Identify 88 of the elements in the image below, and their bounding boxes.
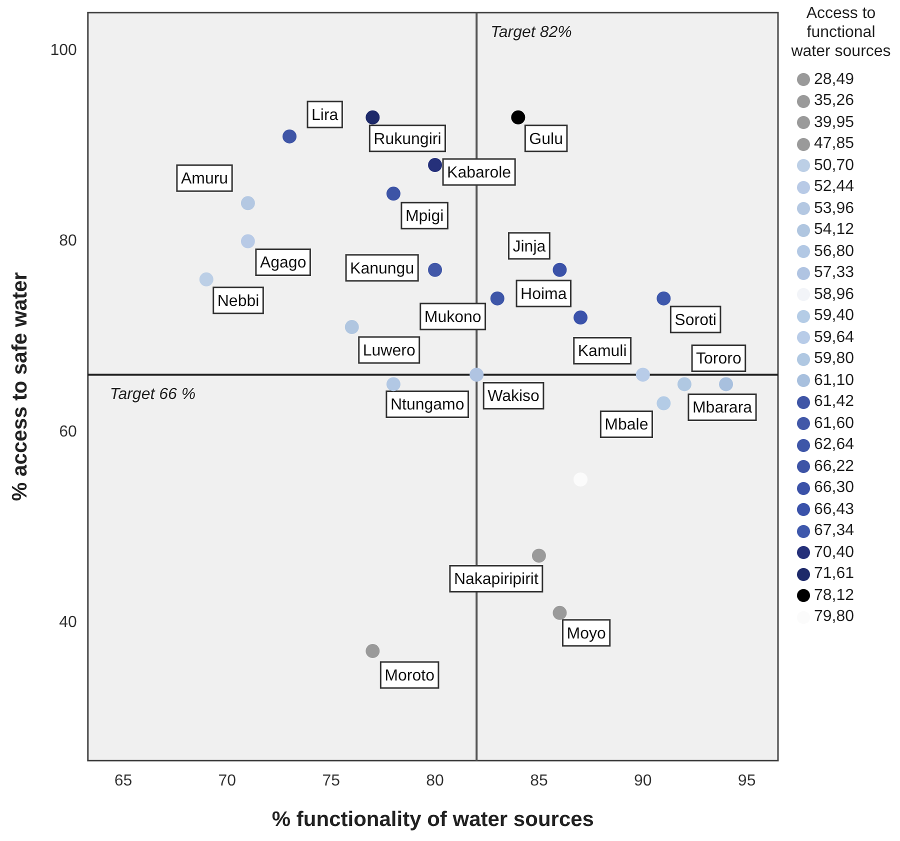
point (428, 158, 442, 172)
annotation: Gulu (529, 130, 563, 148)
legend-label: 66,30 (814, 479, 854, 498)
point (636, 368, 650, 382)
legend-label: 70,40 (814, 544, 854, 562)
point (656, 291, 671, 306)
x-axis-title: % functionality of water sources (272, 808, 594, 832)
annotation: Soroti (674, 312, 716, 329)
legend-label: 66,22 (814, 458, 854, 476)
legend-label: 59,40 (814, 307, 854, 326)
annotation: Luwero (362, 342, 416, 360)
annotation: Tororo (696, 350, 742, 368)
point (490, 291, 504, 306)
annotation: Nebbi (217, 292, 260, 310)
legend-title: Access to functional water sources (790, 4, 892, 61)
annotation: Lira (312, 106, 338, 124)
legend-label: 47,85 (814, 135, 854, 154)
point (470, 368, 484, 382)
legend-label: 58,96 (814, 286, 854, 304)
point (552, 262, 567, 277)
y-tick-label: 60 (59, 423, 77, 440)
legend-label: 67,34 (814, 522, 854, 540)
point (511, 110, 526, 124)
point (719, 377, 734, 392)
annotation: Ntungamo (390, 396, 464, 414)
y-tick-label: 100 (50, 42, 77, 60)
point (656, 396, 671, 410)
annotation: Moyo (566, 625, 606, 642)
point (677, 377, 692, 392)
x-tick-label: 85 (530, 772, 548, 790)
legend-label: 71,61 (814, 565, 854, 584)
legend-label: 59,80 (814, 350, 854, 368)
legend-label: 62,64 (814, 436, 854, 454)
legend-label: 53,96 (814, 200, 854, 218)
annotation: Mukono (424, 308, 482, 326)
legend-label: 78,12 (814, 586, 854, 605)
point (366, 644, 380, 658)
annotation: Jinja (512, 238, 546, 256)
point (366, 110, 380, 124)
y-tick-label: 80 (59, 232, 77, 250)
point (240, 234, 255, 248)
x-tick-label: 90 (634, 772, 652, 790)
ref-line-label: Target 66 % (110, 386, 196, 404)
x-tick-label: 70 (218, 772, 236, 790)
annotation: Moroto (384, 667, 435, 684)
legend-label: 39,95 (814, 114, 854, 132)
annotation: Agago (260, 254, 306, 272)
annotation: Amuru (180, 170, 228, 188)
annotation: Wakiso (488, 388, 540, 406)
legend-label: 61,60 (814, 414, 854, 433)
point (344, 320, 359, 334)
x-tick-label: 75 (322, 772, 340, 790)
legend-label: 50,70 (814, 156, 854, 175)
legend-label: 66,43 (814, 500, 854, 519)
annotation: Nakapiripirit (454, 571, 539, 588)
annotation: Rukungiri (374, 130, 442, 148)
legend-label: 61,10 (814, 372, 854, 390)
annotation: Kabarole (447, 164, 512, 182)
annotation: Mpigi (405, 208, 444, 226)
legend-label: 54,12 (814, 221, 854, 240)
point (574, 310, 588, 325)
legend-label: 56,80 (814, 242, 854, 261)
legend-label: 79,80 (814, 608, 854, 626)
point (240, 196, 255, 210)
point (532, 548, 546, 563)
point (386, 377, 400, 392)
legend-label: 35,26 (814, 92, 854, 110)
legend-label: 59,64 (814, 328, 854, 347)
x-tick-label: 65 (114, 772, 132, 790)
annotation: Kamuli (578, 343, 627, 360)
x-tick-label: 95 (738, 772, 756, 790)
point (282, 129, 297, 144)
legend-label: 57,33 (814, 264, 854, 282)
point (386, 186, 400, 201)
annotation: Mbarara (692, 400, 752, 417)
y-tick-label: 40 (59, 614, 77, 631)
annotation: Hoima (520, 286, 567, 303)
y-axis-title: % access to safe water (8, 272, 32, 501)
legend-label: 61,42 (814, 393, 854, 412)
x-tick-label: 80 (426, 772, 444, 790)
ref-line-label: Target 82% (490, 24, 572, 42)
annotation: Kanungu (350, 260, 414, 278)
annotation: Mbale (604, 416, 648, 434)
legend-label: 28,49 (814, 70, 854, 89)
point (428, 262, 442, 277)
point (199, 272, 214, 286)
legend-label: 52,44 (814, 178, 854, 196)
point (552, 606, 567, 620)
